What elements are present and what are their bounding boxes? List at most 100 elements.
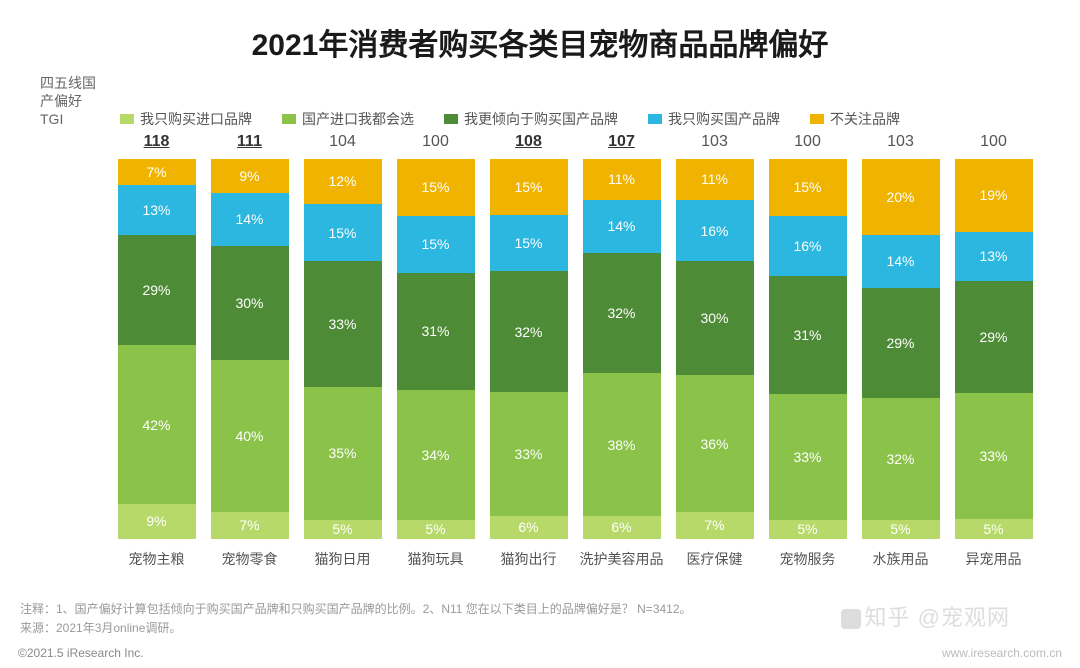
bar-segment: 14% xyxy=(583,200,661,253)
stacked-bar: 11%16%30%36%7% xyxy=(676,159,754,539)
bar-segment: 38% xyxy=(583,373,661,516)
legend-row: 四五线国 产偏好 TGI 我只购买进口品牌 国产进口我都会选 我更倾向于购买国产品牌… xyxy=(40,74,1040,129)
bar-segment: 9% xyxy=(211,159,289,193)
bar-segment: 5% xyxy=(769,520,847,539)
bar-segment: 35% xyxy=(304,387,382,520)
footer-note-1: 注释：1、国产偏好计算包括倾向于购买国产品牌和只购买国产品牌的比例。2、N11 … xyxy=(20,600,692,619)
chart-area: 四五线国 产偏好 TGI 我只购买进口品牌 国产进口我都会选 我更倾向于购买国产品牌… xyxy=(0,74,1080,569)
legend-item: 我只购买进口品牌 xyxy=(120,109,252,129)
category-label: 医疗保健 xyxy=(687,549,743,569)
bar-segment: 31% xyxy=(397,273,475,391)
watermark: 知乎 @宠观网 xyxy=(841,600,1010,632)
tgi-value: 111 xyxy=(237,133,262,151)
bar-segment: 13% xyxy=(118,185,196,234)
bar-segment: 29% xyxy=(118,235,196,345)
bar-segment: 15% xyxy=(490,215,568,271)
bar-segment: 5% xyxy=(397,520,475,539)
stacked-bar: 9%14%30%40%7% xyxy=(211,159,289,539)
source-url: www.iresearch.com.cn xyxy=(942,646,1062,660)
tgi-value: 108 xyxy=(515,133,542,151)
tgi-value: 118 xyxy=(144,133,170,151)
bar-segment: 33% xyxy=(304,261,382,386)
tgi-value: 100 xyxy=(980,133,1007,151)
zhihu-icon xyxy=(841,609,861,629)
stacked-bar: 7%13%29%42%9% xyxy=(118,159,196,539)
stacked-bar: 15%16%31%33%5% xyxy=(769,159,847,539)
bar-segment: 33% xyxy=(769,394,847,519)
legend-swatch xyxy=(282,114,296,124)
bar-column: 100 19%13%29%33%5% 异宠用品 xyxy=(947,133,1040,569)
category-label: 宠物服务 xyxy=(780,549,836,569)
legend-item: 我更倾向于购买国产品牌 xyxy=(444,109,618,129)
bar-segment: 13% xyxy=(955,232,1033,282)
bar-segment: 30% xyxy=(676,261,754,375)
bar-column: 108 15%15%32%33%6% 猫狗出行 xyxy=(482,133,575,569)
bar-segment: 16% xyxy=(769,216,847,277)
bar-segment: 36% xyxy=(676,375,754,512)
bar-column: 10015%16%31%33%5%宠物服务 xyxy=(761,133,854,569)
legend-item: 不关注品牌 xyxy=(810,109,900,129)
bar-segment: 15% xyxy=(397,216,475,273)
tgi-label-l1: 四五线国 xyxy=(40,75,96,91)
bar-column: 104 12%15%33%35%5% 猫狗日用 xyxy=(296,133,389,569)
bar-column: 118 7%13%29%42%9% 宠物主粮 xyxy=(110,133,203,569)
bar-segment: 7% xyxy=(676,512,754,539)
category-label: 猫狗出行 xyxy=(501,549,557,569)
legend-item: 国产进口我都会选 xyxy=(282,109,414,129)
legend-items: 我只购买进口品牌 国产进口我都会选 我更倾向于购买国产品牌 我只购买国产品牌 不关注品牌 xyxy=(110,109,1040,129)
bar-segment: 42% xyxy=(118,345,196,505)
bar-segment: 33% xyxy=(490,392,568,516)
bar-segment: 32% xyxy=(490,271,568,391)
chart-title: 2021年消费者购买各类目宠物商品品牌偏好 xyxy=(0,0,1080,74)
stacked-bar: 19%13%29%33%5% xyxy=(955,159,1033,539)
bar-segment: 19% xyxy=(955,159,1033,232)
category-label: 异宠用品 xyxy=(966,549,1022,569)
tgi-value: 100 xyxy=(794,133,821,151)
bar-segment: 31% xyxy=(769,276,847,394)
bar-segment: 14% xyxy=(862,235,940,288)
legend-swatch xyxy=(120,114,134,124)
category-label: 宠物零食 xyxy=(222,549,278,569)
bar-segment: 5% xyxy=(862,520,940,539)
bar-column: 103 11%16%30%36%7% 医疗保健 xyxy=(668,133,761,569)
tgi-label-l3: TGI xyxy=(40,111,63,127)
watermark-text: 知乎 @宠观网 xyxy=(865,605,1010,630)
bar-segment: 11% xyxy=(583,159,661,200)
legend-label: 我更倾向于购买国产品牌 xyxy=(464,109,618,129)
legend-item: 我只购买国产品牌 xyxy=(648,109,780,129)
bar-segment: 5% xyxy=(955,519,1033,538)
bar-column: 10015%15%31%34%5%猫狗玩具 xyxy=(389,133,482,569)
bar-segment: 7% xyxy=(211,512,289,539)
category-label: 洗护美容用品 xyxy=(580,549,664,569)
bar-segment: 6% xyxy=(583,516,661,539)
stacked-bar: 12%15%33%35%5% xyxy=(304,159,382,539)
bar-segment: 15% xyxy=(304,204,382,261)
bar-segment: 29% xyxy=(862,288,940,398)
legend-swatch xyxy=(810,114,824,124)
stacked-bar: 15%15%32%33%6% xyxy=(490,159,568,539)
tgi-label-l2: 产偏好 xyxy=(40,93,82,109)
bar-segment: 9% xyxy=(118,504,196,538)
stacked-bar: 20%14%29%32%5% xyxy=(862,159,940,539)
bar-segment: 20% xyxy=(862,159,940,235)
tgi-value: 103 xyxy=(701,133,728,151)
stacked-bar: 15%15%31%34%5% xyxy=(397,159,475,539)
legend-swatch xyxy=(648,114,662,124)
category-label: 猫狗日用 xyxy=(315,549,371,569)
bar-column: 111 9%14%30%40%7% 宠物零食 xyxy=(203,133,296,569)
bar-segment: 32% xyxy=(862,398,940,520)
legend-label: 我只购买国产品牌 xyxy=(668,109,780,129)
bar-segment: 12% xyxy=(304,159,382,205)
bar-segment: 5% xyxy=(304,520,382,539)
category-label: 宠物主粮 xyxy=(129,549,185,569)
footer-note-2: 来源：2021年3月online调研。 xyxy=(20,619,692,638)
tgi-value: 103 xyxy=(887,133,914,151)
category-label: 猫狗玩具 xyxy=(408,549,464,569)
bar-columns: 1187%13%29%42%9%宠物主粮1119%14%30%40%7%宠物零食… xyxy=(40,133,1040,569)
stacked-bar: 11%14%32%38%6% xyxy=(583,159,661,539)
legend-label: 不关注品牌 xyxy=(830,109,900,129)
tgi-value: 104 xyxy=(329,133,356,151)
bar-segment: 32% xyxy=(583,253,661,373)
bar-segment: 30% xyxy=(211,246,289,360)
bar-segment: 15% xyxy=(397,159,475,216)
